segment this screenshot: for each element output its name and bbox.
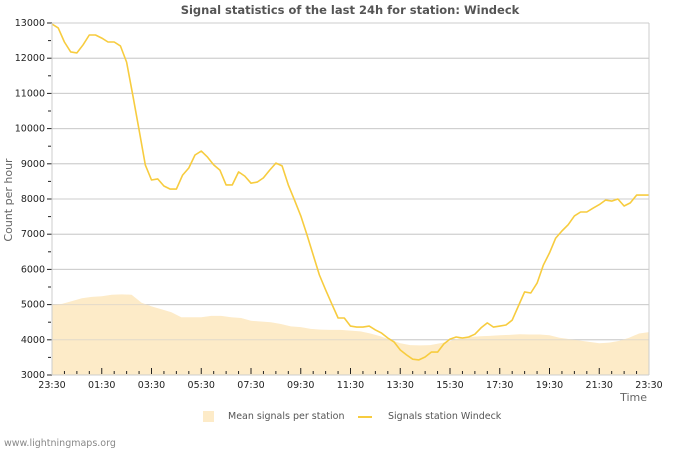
x-tick-label: 07:30 [237,380,264,391]
x-tick-label: 15:30 [436,380,463,391]
y-tick-label: 6000 [21,264,45,275]
chart-title: Signal statistics of the last 24h for st… [180,3,520,17]
y-tick-label: 4000 [21,335,45,346]
x-tick-label: 21:30 [586,380,613,391]
x-tick-label: 01:30 [88,380,115,391]
x-tick-label: 13:30 [387,380,414,391]
x-tick-label: 05:30 [188,380,215,391]
y-tick-label: 13000 [15,18,45,29]
y-axis-title: Count per hour [2,158,15,242]
legend-label-windeck: Signals station Windeck [388,411,502,422]
legend-label-mean: Mean signals per station [228,411,345,422]
y-tick-label: 11000 [15,88,45,99]
y-tick-label: 3000 [21,370,45,381]
y-tick-label: 10000 [15,124,45,135]
x-axis-title: Time [619,391,647,404]
x-tick-label: 23:30 [38,380,65,391]
area-swatch-icon [203,411,214,422]
y-tick-label: 5000 [21,300,45,311]
line-swatch-icon [358,415,372,418]
y-tick-label: 8000 [21,194,45,205]
watermark-link[interactable]: www.lightningmaps.org [4,438,116,449]
legend: Mean signals per station Signals station… [0,411,700,427]
x-tick-label: 17:30 [486,380,513,391]
chart-plot: 3000 4000 5000 6000 7000 8000 9000 10000 11000 12… [2,18,663,404]
x-tick-label: 09:30 [287,380,314,391]
gridlines [52,22,649,341]
legend-item-mean[interactable]: Mean signals per station [203,411,344,422]
x-tick-label: 11:30 [337,380,364,391]
x-tick-label: 03:30 [138,380,165,391]
mean-signals-area [52,22,649,375]
legend-item-windeck[interactable]: Signals station Windeck [358,411,501,422]
x-tick-label: 23:30 [635,380,662,391]
x-tick-label: 19:30 [536,380,563,391]
y-tick-label: 12000 [15,53,45,64]
y-tick-label: 7000 [21,229,45,240]
windeck-signals-line [51,23,649,361]
y-tick-label: 9000 [21,159,45,170]
axes: 3000 4000 5000 6000 7000 8000 9000 10000 11000 12… [15,18,663,391]
